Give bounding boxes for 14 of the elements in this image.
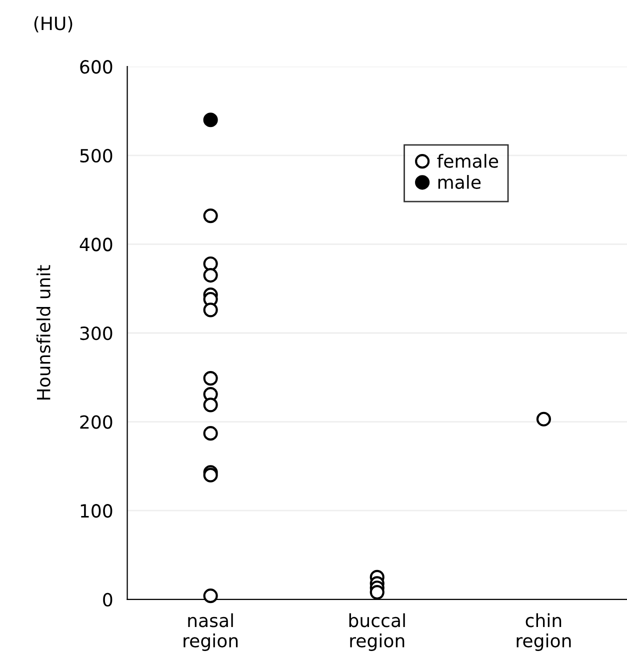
- y-axis-title: Hounsfield unit: [36, 265, 50, 400]
- y-tick-label: 100: [80, 504, 112, 518]
- y-tick-label: 300: [80, 326, 112, 340]
- y-tick-label: 600: [80, 60, 112, 74]
- x-tick-label: buccal region: [349, 613, 405, 651]
- legend-label: male: [438, 175, 481, 189]
- y-tick-label: 0: [103, 592, 112, 607]
- legend-label: female: [437, 154, 498, 168]
- x-tick-label: chin region: [516, 613, 571, 651]
- y-tick-label: 500: [80, 148, 112, 163]
- x-tick-label: nasal region: [184, 613, 238, 651]
- y-tick-label: 200: [80, 415, 112, 429]
- y-tick-label: 400: [80, 238, 112, 252]
- text: (HU): [34, 16, 72, 32]
